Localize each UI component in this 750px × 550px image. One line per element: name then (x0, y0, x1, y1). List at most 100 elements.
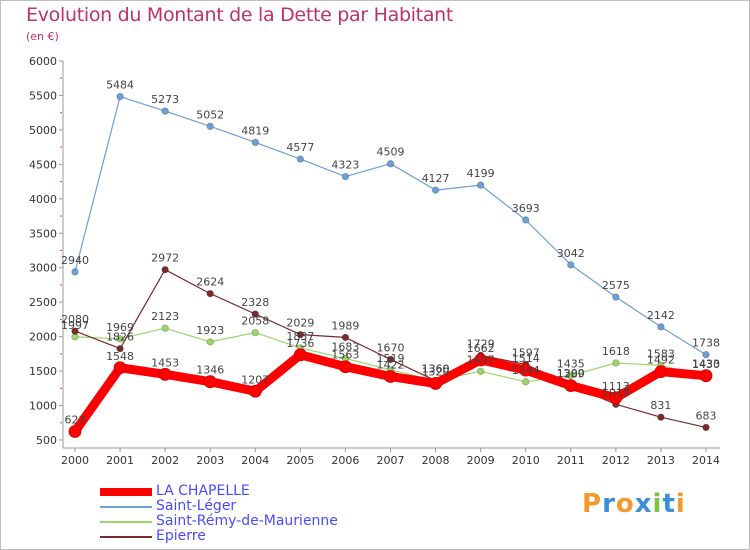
data-point (654, 365, 668, 379)
data-label: 1360 (422, 363, 450, 376)
data-point (251, 310, 259, 318)
y-tick-label: 3500 (29, 227, 57, 240)
x-tick-label: 2007 (377, 454, 405, 467)
data-point (296, 330, 305, 339)
data-point (206, 122, 214, 131)
data-label: 2123 (151, 310, 179, 323)
data-label: 1514 (512, 352, 540, 365)
data-label: 831 (650, 399, 671, 412)
data-labels-layer: 2940 5484 5273 5052 4819 4577 4323 4509 4127 4199… (61, 79, 720, 427)
data-label: 1683 (331, 340, 359, 353)
x-tick-label: 2009 (467, 454, 495, 467)
x-tick-label: 2005 (286, 454, 314, 467)
data-label: 4127 (422, 172, 450, 185)
data-label: 1923 (196, 324, 224, 337)
data-label: 1729 (467, 337, 495, 350)
data-label: 1289 (557, 368, 585, 381)
data-point (161, 107, 169, 115)
x-tick-label: 2013 (647, 454, 675, 467)
y-tick-label: 6000 (29, 55, 57, 68)
data-label: 1738 (692, 337, 720, 350)
data-point (567, 261, 575, 269)
data-label: 1670 (377, 341, 405, 354)
series-layer (68, 92, 713, 438)
data-point (116, 92, 124, 101)
x-tick-label: 2014 (692, 454, 720, 467)
legend-swatch (100, 506, 152, 508)
logo-letter: i (675, 489, 686, 519)
data-label: 1837 (286, 330, 314, 343)
data-point (657, 413, 665, 421)
data-point (612, 359, 620, 367)
data-label: 2575 (602, 279, 630, 292)
y-tick-label: 3000 (29, 262, 57, 275)
data-point (522, 378, 530, 386)
data-point (702, 423, 710, 432)
y-tick-label: 5500 (29, 89, 57, 102)
data-label: 1422 (377, 358, 405, 371)
data-point (71, 327, 79, 335)
data-label: 1433 (692, 358, 720, 371)
data-label: 1492 (647, 354, 675, 367)
proxiti-logo: Proxiti (582, 489, 686, 519)
x-tick-label: 2000 (61, 454, 89, 467)
data-label: 1662 (467, 342, 495, 355)
data-point (113, 361, 127, 375)
data-label: 1519 (377, 352, 405, 365)
data-label: 1113 (602, 380, 630, 393)
y-tick-label: 2000 (29, 331, 57, 344)
data-label: 4323 (331, 159, 359, 172)
data-point (474, 353, 488, 367)
data-point (248, 384, 262, 398)
data-point (657, 323, 665, 331)
data-point (386, 160, 395, 168)
data-point (251, 138, 259, 147)
legend-label: Saint-Léger (156, 498, 237, 514)
data-label: 1736 (286, 337, 314, 350)
legend-label: LA CHAPELLE (156, 483, 250, 499)
logo-letter: P (582, 489, 603, 519)
data-label: 1969 (106, 321, 134, 334)
data-point (116, 335, 124, 343)
y-tick-label: 5000 (29, 124, 57, 137)
logo-letter: r (602, 489, 616, 519)
data-label: 1563 (331, 349, 359, 362)
chart-axes: 500 1000 1500 2000 2500 3000 3500 4000 4500 5000 5… (29, 55, 720, 467)
data-label: 1583 (647, 347, 675, 360)
data-point (476, 181, 485, 189)
data-point (71, 268, 79, 276)
legend-label: Epierre (156, 528, 206, 544)
logo-letter: o (615, 489, 635, 519)
data-label: 1018 (602, 386, 630, 399)
data-point (612, 293, 620, 301)
y-tick-label: 4000 (29, 193, 57, 206)
y-tick-label: 4500 (29, 158, 57, 171)
data-label: 5273 (151, 93, 179, 106)
data-point (519, 363, 533, 377)
data-label: 1989 (331, 319, 359, 332)
data-label: 3042 (557, 247, 585, 260)
x-tick-label: 2008 (422, 454, 450, 467)
data-label: 1320 (422, 365, 450, 378)
legend-swatch (100, 521, 152, 523)
data-point (522, 216, 530, 224)
x-tick-label: 2012 (602, 454, 630, 467)
data-label: 1344 (512, 364, 540, 377)
x-tick-label: 2010 (512, 454, 540, 467)
data-point (429, 377, 442, 390)
data-label: 1430 (692, 358, 720, 371)
data-label: 1497 (467, 353, 495, 366)
data-point (384, 370, 397, 383)
data-label: 1453 (151, 356, 179, 369)
y-tick-label: 1500 (29, 365, 57, 378)
data-point (251, 328, 259, 337)
data-point (116, 344, 124, 353)
data-label: 1597 (512, 346, 540, 359)
x-tick-label: 2011 (557, 454, 585, 467)
data-label: 1618 (602, 345, 630, 358)
data-label: 2972 (151, 252, 179, 265)
data-point (609, 391, 623, 405)
chart-unit-label: (en €) (26, 30, 59, 43)
chart-title: Evolution du Montant de la Dette par Hab… (26, 4, 454, 26)
data-point (702, 350, 710, 359)
